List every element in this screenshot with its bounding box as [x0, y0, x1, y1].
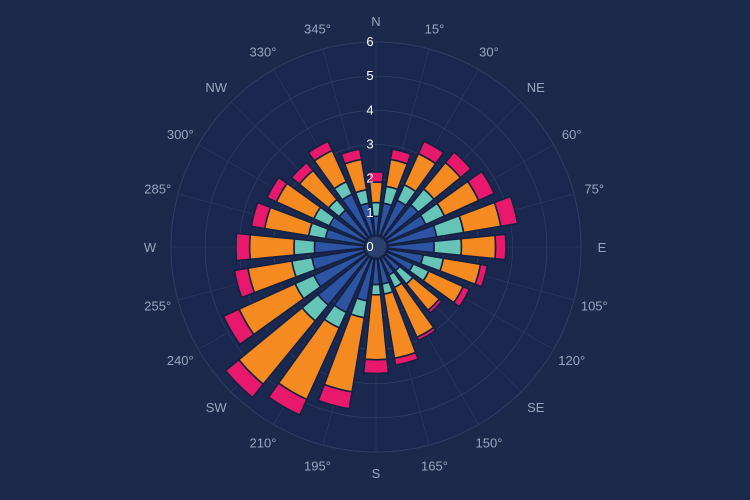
wind-bar-segment	[235, 232, 252, 262]
direction-label: 300°	[167, 127, 194, 142]
wind-bar-segment	[466, 170, 496, 202]
direction-label: 30°	[479, 44, 499, 59]
wind-bar-segment	[250, 201, 272, 230]
direction-label: SE	[527, 400, 545, 415]
wind-bar-segment	[474, 263, 489, 288]
direction-labels: N 15° 30° NE 60° 75° E 105° 120° SE 150° 165° S 195° 2…	[144, 14, 608, 481]
direction-label: W	[144, 240, 157, 255]
wind-bar-segment	[393, 351, 420, 366]
direction-label: 255°	[144, 299, 171, 314]
wind-bar-segment	[362, 358, 390, 375]
wind-bar-segment	[417, 140, 445, 165]
direction-label: 105°	[581, 299, 608, 314]
wind-bar-segment	[444, 150, 473, 179]
radial-tick-label: 3	[366, 137, 373, 152]
wind-bar-segment	[233, 267, 256, 299]
wind-bar-segment	[370, 283, 382, 296]
direction-label: S	[372, 466, 381, 481]
direction-label: 150°	[476, 436, 503, 451]
wind-bar-segment	[415, 326, 437, 342]
radial-tick-label: 6	[366, 34, 373, 49]
radial-tick-label: 4	[366, 102, 373, 117]
wind-bar-segment	[222, 308, 255, 346]
wind-bar-segment	[494, 233, 507, 261]
direction-label: 210°	[250, 436, 277, 451]
radial-tick-labels: 0 1 2 3 4 5 6	[366, 34, 373, 254]
direction-label: 75°	[584, 182, 604, 197]
radial-tick-label: 1	[366, 205, 373, 220]
direction-label: 120°	[558, 353, 585, 368]
center-hub	[366, 237, 386, 257]
direction-label: SW	[206, 400, 228, 415]
direction-label: NE	[527, 80, 545, 95]
direction-label: NW	[205, 80, 227, 95]
bars-group	[222, 140, 519, 417]
wind-bar-segment	[293, 238, 316, 256]
radial-tick-label: 0	[366, 239, 373, 254]
wind-bar-segment	[290, 161, 315, 186]
wind-bar-segment	[432, 237, 463, 257]
wind-bar-segment	[248, 233, 296, 261]
wind-bar-segment	[266, 176, 289, 203]
wind-bar-segment	[224, 358, 265, 399]
wind-bar-segment	[493, 195, 519, 228]
direction-label: 15°	[425, 22, 445, 37]
wind-bar-segment	[340, 148, 363, 165]
direction-label: 60°	[562, 127, 582, 142]
direction-label: E	[598, 240, 607, 255]
wind-bar-segment	[317, 383, 353, 410]
wind-bar-segment	[267, 382, 308, 417]
direction-label: 195°	[304, 458, 331, 473]
direction-label: 330°	[250, 44, 277, 59]
direction-label: N	[371, 14, 380, 29]
wind-bar-segment	[460, 234, 497, 260]
direction-label: 345°	[304, 22, 331, 37]
direction-label: 285°	[144, 182, 171, 197]
wind-bar-segment	[452, 285, 471, 308]
wind-bar-segment	[367, 171, 385, 184]
direction-label: 165°	[421, 458, 448, 473]
radial-tick-label: 5	[366, 68, 373, 83]
wind-bar-segment	[426, 297, 444, 315]
wind-bar-segment	[389, 148, 412, 165]
wind-bar-segment	[307, 140, 334, 162]
direction-label: 240°	[167, 353, 194, 368]
radial-tick-label: 2	[366, 171, 373, 186]
